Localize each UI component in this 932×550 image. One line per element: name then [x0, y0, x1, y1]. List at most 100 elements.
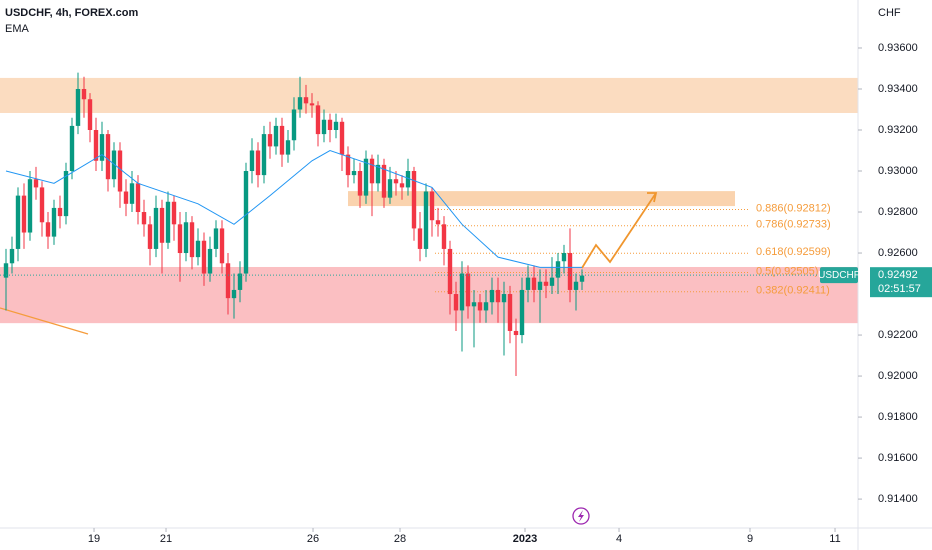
- candle-body: [63, 171, 69, 217]
- candle-body: [147, 224, 153, 249]
- y-tick-label: 0.92600: [878, 247, 918, 259]
- fib-label: 0.382(0.92411): [756, 285, 830, 297]
- candle-body: [129, 183, 135, 204]
- candle-body: [405, 171, 411, 188]
- candle-body: [507, 294, 513, 331]
- symbol-title: USDCHF, 4h, FOREX.com: [5, 7, 138, 19]
- price-zone: [348, 191, 735, 207]
- candle-body: [273, 125, 279, 147]
- candle-body: [87, 99, 93, 131]
- candle-body: [567, 253, 573, 290]
- candle-body: [525, 277, 531, 290]
- candle-body: [51, 207, 57, 237]
- candle-body: [243, 171, 249, 274]
- y-tick-label: 0.92800: [878, 206, 918, 218]
- candle-body: [579, 275, 585, 282]
- candle-body: [555, 261, 561, 278]
- ema-line: [5, 149, 582, 268]
- candle-body: [171, 201, 177, 225]
- candle-body: [357, 171, 363, 196]
- candle-body: [513, 330, 519, 336]
- x-tick-label: 26: [307, 533, 319, 545]
- candle-body: [303, 97, 309, 104]
- price-zone: [0, 266, 858, 324]
- candle-body: [495, 289, 501, 303]
- y-tick-label: 0.91400: [878, 493, 918, 505]
- candle-body: [441, 224, 447, 249]
- candle-body: [249, 150, 255, 172]
- candle-body: [39, 187, 45, 223]
- y-tick-label: 0.92000: [878, 370, 918, 382]
- x-tick-label: 2023: [513, 533, 537, 545]
- x-tick-label: 19: [88, 533, 100, 545]
- x-tick-label: 28: [394, 533, 406, 545]
- symbol-badge-label: USDCHF: [818, 270, 860, 281]
- candle-body: [177, 224, 183, 254]
- candle-body: [33, 179, 39, 188]
- candle-body: [549, 277, 555, 286]
- fib-label: 0.786(0.92733): [756, 219, 831, 231]
- candle-body: [45, 222, 51, 237]
- candle-body: [285, 140, 291, 155]
- price-badge: [870, 267, 932, 298]
- candle-body: [531, 277, 537, 290]
- candle-body: [333, 121, 339, 131]
- last-price-label: 0.92492: [878, 269, 918, 281]
- candle-body: [369, 158, 375, 184]
- fib-label: 0.5(0.92505): [756, 265, 818, 277]
- fib-label: 0.886(0.92812): [756, 202, 831, 214]
- candle-body: [207, 248, 213, 274]
- y-tick-label: 0.93400: [878, 83, 918, 95]
- candle-body: [411, 171, 417, 229]
- candle-body: [117, 150, 123, 192]
- candle-body: [345, 154, 351, 176]
- candle-body: [573, 281, 579, 290]
- candle-body: [75, 88, 81, 126]
- y-tick-label: 0.91800: [878, 411, 918, 423]
- candle-body: [297, 97, 303, 110]
- candle-body: [15, 195, 21, 249]
- candle-body: [3, 263, 9, 278]
- candle-body: [93, 130, 99, 161]
- candle-body: [465, 273, 471, 307]
- y-tick-label: 0.93200: [878, 124, 918, 136]
- candle-body: [483, 302, 489, 311]
- candle-body: [459, 273, 465, 311]
- candle-body: [471, 302, 477, 307]
- candle-body: [261, 134, 267, 176]
- arrow-head: [647, 192, 658, 203]
- events-icon[interactable]: [572, 507, 590, 525]
- candle-body: [231, 289, 237, 299]
- currency-label: CHF: [878, 7, 901, 19]
- y-tick-label: 0.93000: [878, 165, 918, 177]
- candle-body: [57, 207, 63, 217]
- symbol-badge: [820, 267, 858, 284]
- y-tick-label: 0.92200: [878, 329, 918, 341]
- fib-label: 0.618(0.92599): [756, 246, 831, 258]
- y-tick-label: 0.93600: [878, 42, 918, 54]
- candle-body: [279, 125, 285, 155]
- candle-body: [537, 281, 543, 290]
- candle-body: [429, 191, 435, 221]
- candle-body: [255, 150, 261, 176]
- candle-body: [135, 183, 141, 213]
- candle-body: [267, 134, 273, 147]
- x-tick-label: 21: [160, 533, 172, 545]
- candle-body: [435, 220, 441, 225]
- candle-body: [165, 201, 171, 243]
- trend-line: [0, 307, 89, 335]
- candle-body: [393, 179, 399, 184]
- indicator-label: EMA: [5, 23, 30, 35]
- candle-body: [309, 103, 315, 106]
- candle-body: [519, 289, 525, 336]
- candle-body: [123, 191, 129, 204]
- candle-body: [543, 281, 549, 286]
- candle-body: [315, 105, 321, 135]
- candle-body: [501, 294, 507, 303]
- candle-body: [21, 195, 27, 233]
- candle-body: [375, 164, 381, 184]
- candle-body: [423, 191, 429, 249]
- candle-body: [9, 248, 15, 264]
- candle-body: [237, 273, 243, 290]
- candle-body: [213, 228, 219, 249]
